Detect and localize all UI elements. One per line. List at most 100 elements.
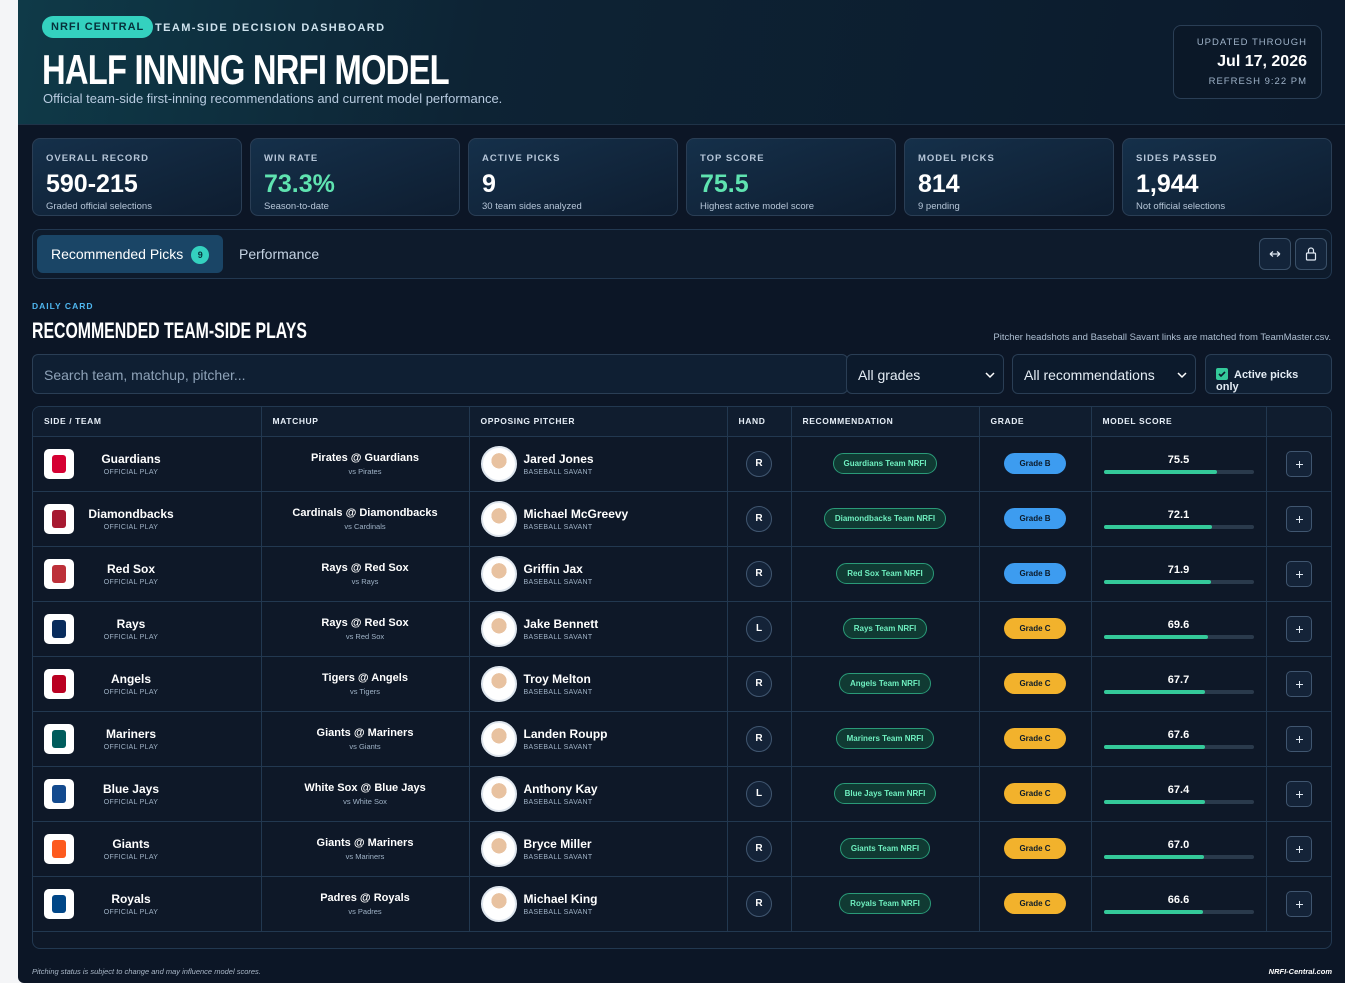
pitcher-link[interactable]: BASEBALL SAVANT xyxy=(523,688,593,696)
matchup-cell: Cardinals @ Diamondbacks vs Cardinals xyxy=(261,491,470,547)
recommendation: Angels Team NRFI xyxy=(838,673,932,694)
column-header: GRADE xyxy=(979,407,1092,437)
matchup: Padres @ Royals xyxy=(320,891,410,904)
score-cell: 71.9 xyxy=(1091,546,1267,602)
tab-bar: Recommended Picks 9 Performance xyxy=(32,229,1332,279)
score-bar xyxy=(1103,909,1204,914)
stat-card: MODEL PICKS 814 9 pending xyxy=(904,138,1114,216)
pitcher-name[interactable]: Michael McGreevy xyxy=(523,506,629,521)
stat-value: 73.3% xyxy=(264,170,335,198)
row: Mariners OFFICIAL PLAY Giants @ Mariners vs… xyxy=(33,711,1331,767)
team-cell: Blue Jays OFFICIAL PLAY xyxy=(33,766,262,822)
team-logo xyxy=(44,888,74,919)
logo-mark xyxy=(52,894,66,913)
team-logo xyxy=(44,558,74,589)
score-track xyxy=(1103,689,1254,694)
grade-cell: Grade B xyxy=(979,491,1092,547)
grade: Grade C xyxy=(1004,728,1066,749)
hand-cell: L xyxy=(727,601,792,657)
grade: Grade B xyxy=(1004,508,1066,529)
eyebrow: TEAM-SIDE DECISION DASHBOARD xyxy=(155,22,386,34)
pitcher-name[interactable]: Landen Roupp xyxy=(523,726,608,741)
matchup-cell: Giants @ Mariners vs Giants xyxy=(261,711,470,767)
header: NRFI CENTRAL TEAM-SIDE DECISION DASHBOAR… xyxy=(18,0,1345,125)
score-track xyxy=(1103,909,1254,914)
add-button[interactable] xyxy=(1285,560,1312,587)
stat-card: ACTIVE PICKS 9 30 team sides analyzed xyxy=(468,138,678,216)
add-button[interactable] xyxy=(1285,890,1312,917)
add-button[interactable] xyxy=(1285,670,1312,697)
pitcher-block: Michael King BASEBALL SAVANT xyxy=(524,892,598,916)
team-cell: Mariners OFFICIAL PLAY xyxy=(33,711,262,767)
picks-table: SIDE / TEAM MATCHUP OPPOSING PITCHER HAND RE… xyxy=(32,406,1332,949)
grade: Grade C xyxy=(1004,783,1066,804)
add-button[interactable] xyxy=(1285,725,1312,752)
app: NRFI CENTRAL TEAM-SIDE DECISION DASHBOAR… xyxy=(18,0,1345,983)
pitcher-link[interactable]: BASEBALL SAVANT xyxy=(523,853,593,861)
opponent: vs Tigers xyxy=(349,686,380,696)
column-header: OPPOSING PITCHER xyxy=(469,407,728,437)
pitcher-link[interactable]: BASEBALL SAVANT xyxy=(523,578,593,586)
add-button[interactable] xyxy=(1285,505,1312,532)
score: 67.4 xyxy=(1167,783,1190,796)
recommendation-cell: Guardians Team NRFI xyxy=(791,436,980,492)
score-bar xyxy=(1103,634,1208,639)
add-button[interactable] xyxy=(1285,615,1312,642)
pitcher-name[interactable]: Jake Bennett xyxy=(523,616,599,631)
score-track xyxy=(1103,469,1254,474)
team-block: Mariners OFFICIAL PLAY xyxy=(81,727,181,751)
pitcher-name[interactable]: Troy Melton xyxy=(523,671,591,686)
recommendation: Giants Team NRFI xyxy=(839,838,931,859)
pitcher-link[interactable]: BASEBALL SAVANT xyxy=(523,633,593,641)
pitcher-name[interactable]: Griffin Jax xyxy=(523,561,583,576)
pitcher-name[interactable]: Michael King xyxy=(523,891,598,906)
expand-button[interactable] xyxy=(1259,238,1291,270)
add-button[interactable] xyxy=(1285,780,1312,807)
stat-value: 75.5 xyxy=(700,170,749,198)
tab[interactable]: Performance xyxy=(225,235,333,273)
recommendation: Blue Jays Team NRFI xyxy=(833,783,937,804)
add-button[interactable] xyxy=(1285,835,1312,862)
team-note: OFFICIAL PLAY xyxy=(103,688,159,696)
matchup: Pirates @ Guardians xyxy=(311,451,419,464)
recommendation: Rays Team NRFI xyxy=(842,618,928,639)
column-header: MODEL SCORE xyxy=(1091,407,1267,437)
badge: NRFI CENTRAL xyxy=(42,16,154,38)
icon xyxy=(1305,247,1317,261)
stat-label: ACTIVE PICKS xyxy=(482,153,561,164)
column-header: SIDE / TEAM xyxy=(33,407,262,437)
action-cell xyxy=(1266,711,1331,767)
team-logo xyxy=(44,503,74,534)
pitcher-block: Jake Bennett BASEBALL SAVANT xyxy=(524,617,599,641)
pitcher-name[interactable]: Bryce Miller xyxy=(523,836,592,851)
pitcher-block: Landen Roupp BASEBALL SAVANT xyxy=(524,727,608,751)
pitcher-link[interactable]: BASEBALL SAVANT xyxy=(523,468,593,476)
grade-select[interactable]: All grades xyxy=(846,354,1004,394)
score-track xyxy=(1103,634,1254,639)
grade-cell: Grade C xyxy=(979,766,1092,822)
pitcher-link[interactable]: BASEBALL SAVANT xyxy=(523,798,593,806)
active-checkbox[interactable]: Active picks only xyxy=(1205,354,1332,394)
pitcher-name[interactable]: Jared Jones xyxy=(523,451,594,466)
stat-card: WIN RATE 73.3% Season-to-date xyxy=(250,138,460,216)
row: Angels OFFICIAL PLAY Tigers @ Angels vs Tig… xyxy=(33,656,1331,712)
score-cell: 75.5 xyxy=(1091,436,1267,492)
grade: Grade B xyxy=(1004,453,1066,474)
pitcher-link[interactable]: BASEBALL SAVANT xyxy=(523,743,593,751)
recommendation-cell: Giants Team NRFI xyxy=(791,821,980,877)
search-input[interactable]: Search team, matchup, pitcher... xyxy=(32,354,848,394)
team-block: Diamondbacks OFFICIAL PLAY xyxy=(81,507,181,531)
opponent: vs Giants xyxy=(349,741,381,751)
pitcher-link[interactable]: BASEBALL SAVANT xyxy=(523,908,593,916)
pitcher-link[interactable]: BASEBALL SAVANT xyxy=(523,523,593,531)
add-button[interactable] xyxy=(1285,450,1312,477)
recommendation-select[interactable]: All recommendations xyxy=(1012,354,1196,394)
row: Diamondbacks OFFICIAL PLAY Cardinals @ Dia… xyxy=(33,491,1331,547)
lock-button[interactable] xyxy=(1295,238,1327,270)
tab[interactable]: Recommended Picks 9 xyxy=(37,235,224,273)
hand: R xyxy=(746,835,772,862)
team-logo xyxy=(44,613,74,644)
stat-note: Graded official selections xyxy=(46,201,152,212)
pitcher-name[interactable]: Anthony Kay xyxy=(523,781,598,796)
